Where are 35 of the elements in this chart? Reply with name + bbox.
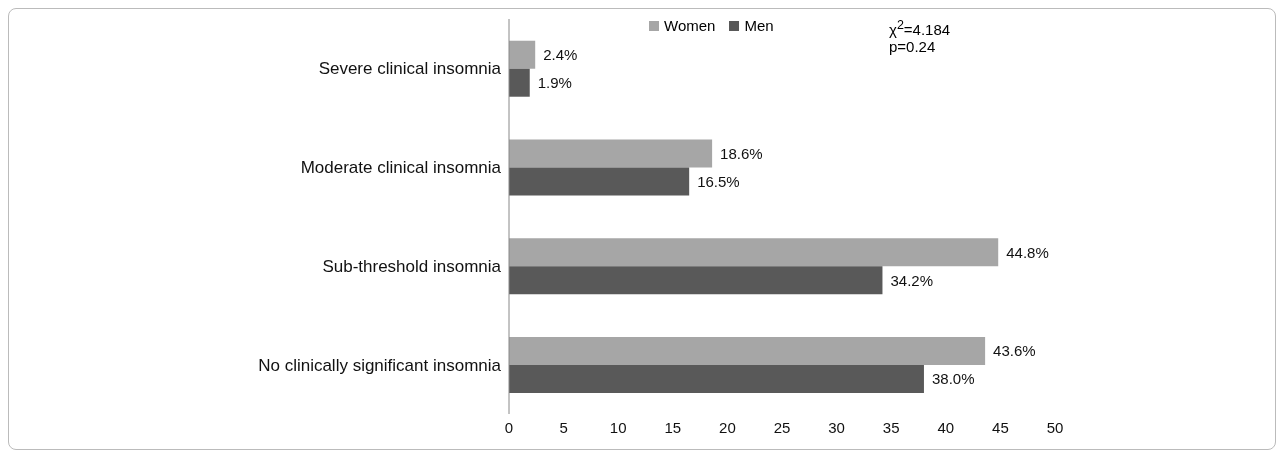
data-label: 34.2%	[890, 271, 934, 289]
data-label: 38.0%	[931, 370, 975, 388]
x-tick-label: 40	[937, 418, 955, 436]
x-tick-label: 30	[828, 418, 845, 436]
bar	[509, 364, 924, 393]
x-tick-label: 15	[664, 418, 682, 436]
bar	[509, 40, 536, 69]
bar	[509, 238, 999, 267]
legend-label: Men	[743, 17, 774, 34]
data-label: 18.6%	[720, 144, 763, 162]
data-label: 1.9%	[537, 74, 572, 92]
bar	[509, 167, 690, 196]
y-tick-label: No clinically significant insomnia	[258, 355, 502, 375]
x-tick-label: 45	[992, 418, 1009, 436]
bar	[509, 336, 986, 365]
y-tick-label: Severe clinical insomnia	[318, 59, 502, 79]
x-tick-label: 5	[559, 418, 568, 436]
bar	[509, 266, 883, 295]
x-tick-label: 0	[504, 418, 514, 436]
x-tick-label: 50	[1046, 418, 1064, 436]
data-label: 16.5%	[697, 172, 740, 190]
annotation: p=0.24	[889, 38, 937, 55]
annotation: χ$^{2}$=4.184	[889, 17, 951, 38]
x-tick-label: 25	[773, 418, 791, 436]
x-tick-label: 20	[719, 418, 736, 436]
data-label: 2.4%	[543, 46, 578, 64]
y-tick-label: Sub-threshold insomnia	[322, 256, 502, 276]
data-label: 44.8%	[1006, 243, 1049, 261]
bar	[509, 68, 530, 97]
bar	[509, 139, 713, 168]
x-tick-label: 35	[882, 418, 900, 436]
y-tick-label: Moderate clinical insomnia	[300, 158, 502, 178]
x-tick-label: 10	[609, 418, 627, 436]
legend-label: Women	[663, 17, 716, 34]
data-label: 43.6%	[993, 342, 1036, 360]
